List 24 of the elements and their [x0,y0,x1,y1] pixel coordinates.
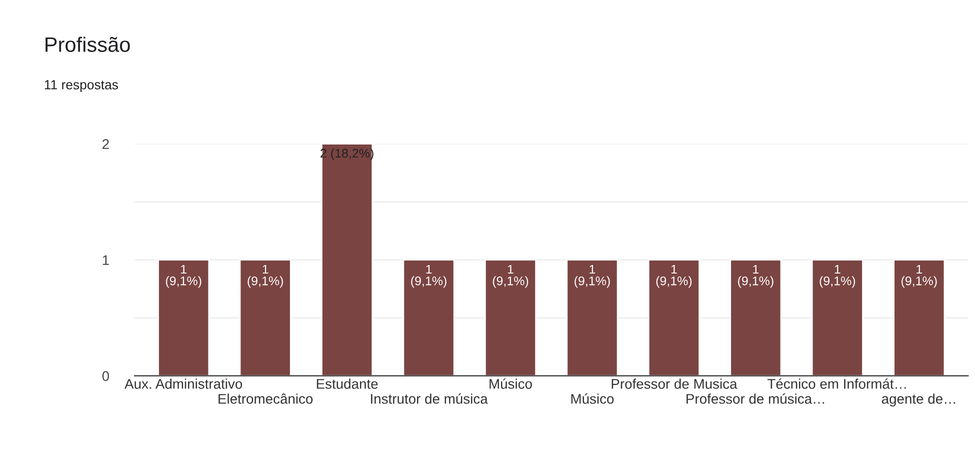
x-tick-label: Aux. Administrativo [124,378,242,389]
data-label: 1 (9,1%) [411,264,446,288]
x-tick-label: Professor de Musica [612,378,738,389]
y-tick-label: 1 [102,255,109,265]
x-tick-label: Eletromecânico [218,394,313,404]
data-label: 1 (9,1%) [166,264,202,288]
data-label: 1 (9,1%) [820,264,856,288]
x-tick-label: Músico [490,378,532,389]
chart-subtitle: 11 respostas [44,80,118,92]
data-label: 1 (9,1%) [902,264,937,288]
x-tick-label: Instrutor de música [371,393,488,404]
data-label: 1 (9,1%) [492,264,528,288]
y-tick-label: 0 [102,371,110,382]
data-label: 1 (9,1%) [248,264,283,288]
x-tick-label: Técnico em Informát… [767,378,906,389]
x-tick-label: agente de… [882,394,956,407]
x-tick-label: Músico [571,393,614,404]
chart-title: Profissão [46,36,130,52]
x-tick-label: Professor de música… [686,393,824,404]
data-label: 1 (9,1%) [738,264,774,288]
y-tick-label: 2 [102,139,109,149]
x-tick-label: Estudante [316,378,378,389]
data-label: 1 (9,1%) [656,264,692,288]
data-label: 1 (9,1%) [574,264,610,288]
